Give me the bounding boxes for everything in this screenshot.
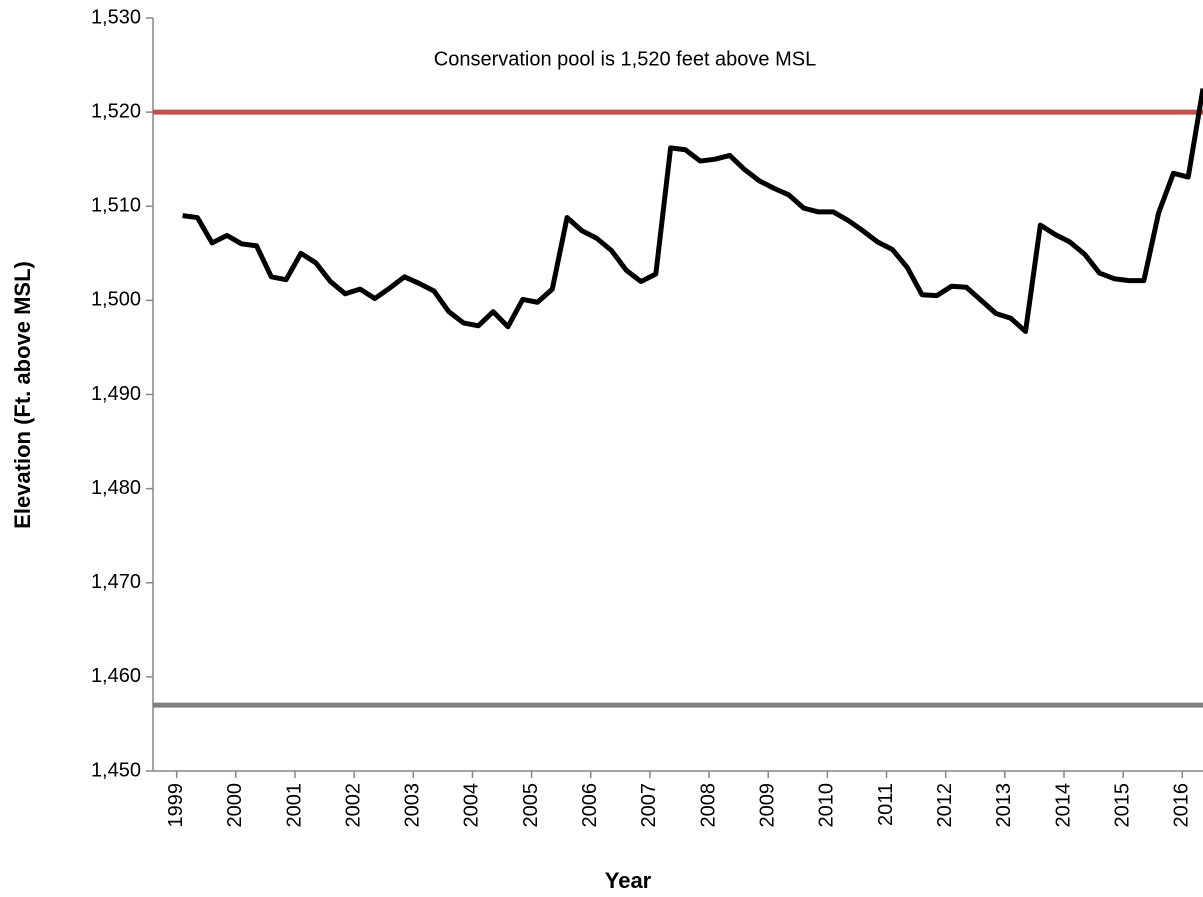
x-tick-label: 2011 (875, 783, 897, 826)
x-tick-label: 2003 (402, 783, 424, 828)
x-tick-label: 2013 (993, 783, 1015, 828)
y-tick-label: 1,450 (91, 759, 141, 781)
x-tick-label: 2012 (934, 783, 956, 828)
y-tick-label: 1,470 (91, 571, 141, 593)
y-axis-title: Elevation (Ft. above MSL) (10, 261, 35, 529)
y-tick-label: 1,500 (91, 289, 141, 311)
x-tick-label: 2008 (697, 783, 719, 828)
y-tick-label: 1,460 (91, 665, 141, 687)
y-tick-label: 1,520 (91, 100, 141, 122)
x-tick-label: 2004 (461, 783, 483, 828)
x-tick-label: 2010 (816, 783, 838, 828)
y-tick-label: 1,480 (91, 477, 141, 499)
x-tick-label: 1999 (165, 783, 187, 828)
data-line (182, 88, 1203, 334)
x-tick-label: 2014 (1052, 783, 1074, 828)
x-tick-label: 2007 (638, 783, 660, 828)
x-tick-label: 2015 (1111, 783, 1133, 828)
y-tick-label: 1,510 (91, 195, 141, 217)
x-tick-label: 2001 (283, 783, 305, 828)
x-tick-label: 2002 (342, 783, 364, 828)
annotation: Conservation pool is 1,520 feet above MS… (434, 48, 816, 70)
x-tick-label: 2005 (520, 783, 542, 828)
x-tick-label: 2009 (756, 783, 778, 828)
y-tick-label: 1,530 (91, 6, 141, 28)
x-tick-label: 2016 (1171, 783, 1193, 828)
x-tick-label: 2006 (579, 783, 601, 828)
x-tick-label: 2000 (224, 783, 246, 828)
y-tick-label: 1,490 (91, 383, 141, 405)
x-axis-title: Year (605, 868, 652, 893)
